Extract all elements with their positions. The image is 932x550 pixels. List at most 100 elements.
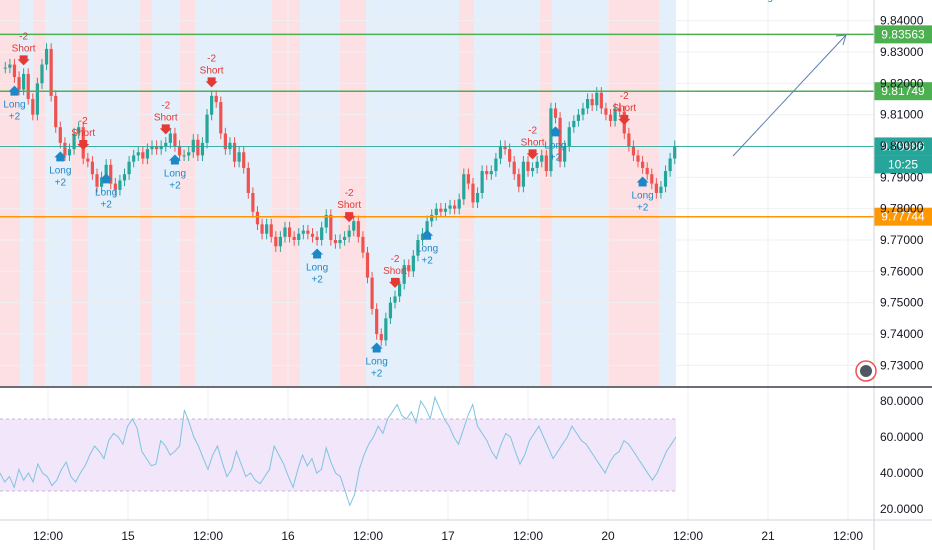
candle-body	[49, 48, 53, 96]
long-qty: +2	[9, 112, 21, 123]
candle-body	[283, 227, 287, 237]
candle-body	[517, 174, 521, 187]
short-arrow-icon	[205, 77, 218, 88]
rsi-line	[0, 395, 677, 507]
time-tick-label: 12:00	[353, 529, 383, 543]
candle-body	[356, 221, 360, 237]
candle-body	[22, 73, 26, 90]
long-qty: +2	[421, 256, 433, 267]
candle-body	[370, 277, 374, 309]
trade-signals: Short-2Long+2Long+2Short-2Long+2Short-2L…	[3, 0, 773, 380]
candle-body	[549, 108, 553, 172]
candle-body	[608, 114, 613, 121]
candle-body	[535, 161, 539, 168]
time-tick-label: 17	[441, 529, 455, 543]
candle-body	[333, 240, 338, 244]
long-arrow-icon	[549, 126, 562, 137]
candle-body	[420, 233, 425, 240]
short-qty: -2	[19, 31, 28, 42]
short-label: Short	[612, 103, 636, 114]
candle-body	[466, 174, 470, 184]
rsi-tick-label: 40.0000	[880, 466, 924, 480]
candle-body	[168, 133, 172, 143]
price-tick-label: 9.78000	[880, 202, 924, 216]
short-arrow-icon	[17, 55, 30, 66]
candle-body	[618, 108, 622, 112]
candle-body	[31, 99, 35, 115]
long-label: Long	[49, 165, 71, 176]
candle-body	[219, 102, 223, 134]
long-arrow-icon	[311, 248, 324, 259]
countdown-label: 10:25	[888, 157, 918, 171]
price-tick-label: 9.81000	[880, 108, 924, 122]
short-zone	[0, 0, 20, 386]
candle-body	[136, 152, 140, 156]
short-zone	[459, 0, 474, 386]
candle-body	[196, 139, 200, 156]
long-qty: +2	[169, 181, 181, 192]
candle-body	[214, 95, 218, 103]
candle-body	[526, 161, 530, 172]
candle-body	[187, 152, 191, 156]
candle-body	[237, 152, 241, 162]
candle-body	[650, 174, 654, 184]
candle-body	[26, 73, 30, 99]
candle-body	[659, 186, 663, 193]
candle-body	[44, 48, 49, 65]
candle-body	[159, 146, 163, 150]
settings-button[interactable]	[855, 360, 877, 382]
candle-body	[654, 183, 658, 193]
candle-body	[471, 183, 475, 203]
candle-body	[17, 77, 21, 90]
candle-body	[177, 146, 182, 156]
long-qty: +2	[637, 202, 649, 213]
long-arrow-icon	[636, 176, 649, 187]
candle-body	[663, 171, 668, 187]
long-label: Long	[631, 190, 653, 201]
rsi-tick-label: 20.0000	[880, 502, 924, 516]
short-zone	[72, 0, 88, 386]
candle-body	[145, 149, 150, 159]
candle-body	[35, 83, 39, 115]
candle-body	[292, 236, 296, 240]
rsi-tick-label: 80.0000	[880, 394, 924, 408]
candle-body	[260, 224, 264, 234]
candle-body	[132, 155, 136, 162]
candle-body	[338, 240, 342, 244]
candle-body	[54, 95, 58, 128]
price-line-label: 9.81749	[881, 84, 925, 98]
time-tick-label: 16	[281, 529, 295, 543]
price-tick-label: 9.75000	[880, 296, 924, 310]
short-zone	[140, 0, 152, 386]
candle-body	[453, 205, 457, 209]
candle-body	[113, 183, 117, 190]
time-tick-label: 12:00	[33, 529, 63, 543]
candle-body	[269, 224, 273, 237]
candle-body	[393, 296, 397, 303]
candle-body	[384, 318, 388, 341]
short-label: Short	[337, 200, 361, 211]
short-zone	[272, 0, 300, 386]
time-tick-label: 15	[121, 529, 135, 543]
candle-body	[508, 149, 512, 162]
long-arrow-icon	[370, 342, 383, 353]
short-qty: -2	[345, 188, 354, 199]
long-label: Long	[95, 187, 117, 198]
countdown-bg	[874, 155, 932, 174]
candle-body	[8, 64, 12, 68]
long-qty: +2	[100, 199, 112, 210]
candle-body	[416, 240, 420, 256]
candle-body	[641, 161, 645, 168]
short-qty: -2	[79, 116, 88, 127]
candle-body	[154, 146, 159, 150]
candle-body	[315, 236, 319, 240]
session-backgrounds	[0, 0, 676, 386]
candle-body	[503, 146, 507, 150]
short-zone	[540, 0, 552, 386]
candle-body	[164, 142, 168, 146]
long-arrow-icon	[54, 151, 67, 162]
candle-body	[205, 114, 209, 143]
price-tick-label: 9.74000	[880, 327, 924, 341]
candle-body	[498, 146, 503, 159]
long-arrow-icon	[100, 173, 113, 184]
